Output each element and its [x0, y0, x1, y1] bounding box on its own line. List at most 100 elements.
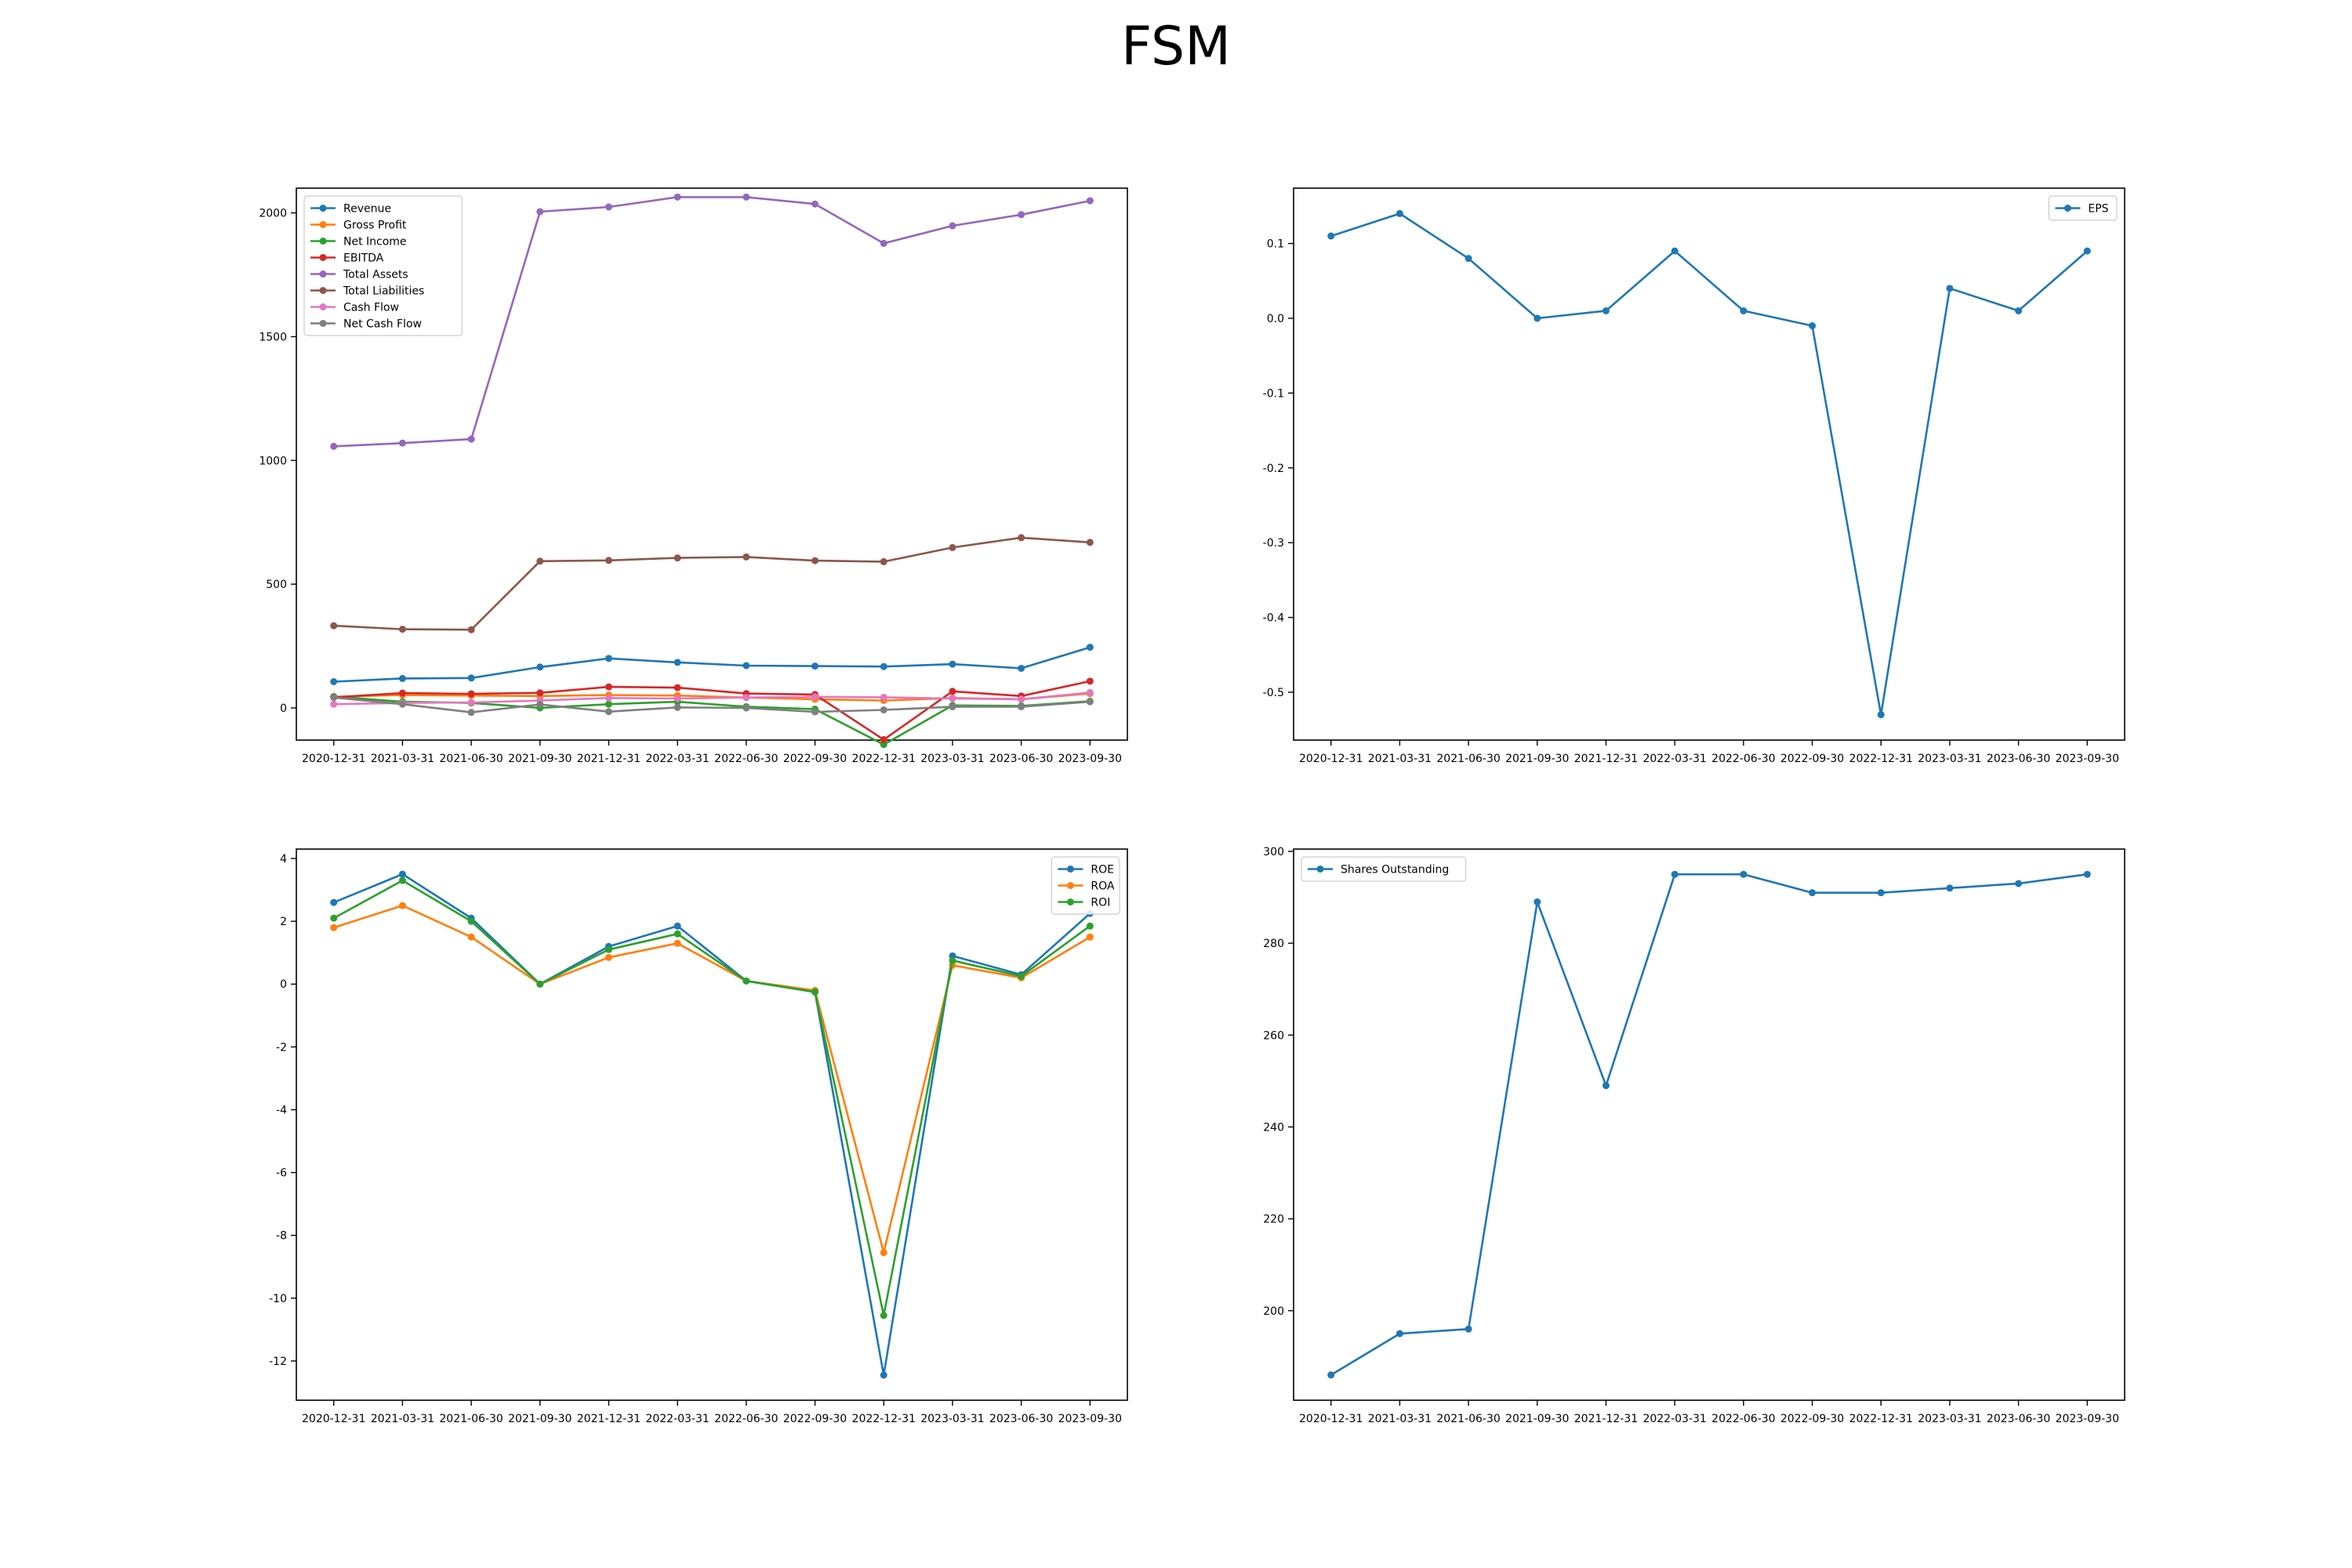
legend: Revenue Gross Profit Net Income EBITDA Total… [303, 195, 463, 336]
series-line [333, 695, 1091, 746]
data-point [673, 695, 681, 702]
x-tick-label: 2023-03-31 [1918, 1413, 1981, 1425]
data-point [398, 902, 406, 909]
series-line [1330, 873, 2088, 1376]
x-tick-label: 2023-06-30 [1987, 1413, 2050, 1425]
data-point [1327, 1371, 1335, 1379]
data-point [604, 683, 612, 691]
data-point [673, 684, 681, 691]
data-point [880, 1371, 887, 1379]
series-line [333, 904, 1091, 1254]
data-point [880, 693, 887, 701]
series-line [333, 536, 1091, 631]
legend-marker [319, 303, 327, 310]
data-point [1465, 255, 1472, 263]
data-point [2083, 870, 2091, 878]
x-tick-label: 2022-12-31 [1849, 753, 1913, 765]
x-tick-label: 2021-12-31 [577, 1413, 641, 1425]
legend: Shares Outstanding [1301, 856, 1467, 882]
legend-label: Net Income [343, 236, 407, 249]
data-point [1534, 898, 1541, 906]
legend-label: ROI [1091, 897, 1110, 909]
subplot-2: 2020-12-31 2021-03-31 2021-06-30 2021-09-30… [1263, 187, 2125, 765]
x-tick-label: 2023-09-30 [2056, 753, 2119, 765]
legend-marker [319, 270, 327, 278]
x-tick-label: 2023-09-30 [2056, 1413, 2119, 1425]
legend-label: Net Cash Flow [343, 318, 422, 331]
data-point [880, 1312, 887, 1319]
x-tick-label: 2021-12-31 [577, 753, 641, 765]
x-tick-label: 2021-06-30 [439, 1413, 503, 1425]
x-tick-label: 2023-03-31 [920, 1413, 984, 1425]
data-point [467, 435, 475, 443]
x-tick-label: 2022-09-30 [783, 753, 847, 765]
y-tick-label: -0.4 [1263, 612, 1284, 625]
y-tick-label: 220 [1263, 1214, 1284, 1226]
data-point [1018, 972, 1025, 980]
data-point [880, 662, 887, 670]
data-point [811, 988, 819, 996]
subplot-1: 2020-12-31 2021-03-31 2021-06-30 2021-09-30… [259, 187, 1128, 765]
legend-marker [319, 320, 327, 327]
axes-frame [296, 848, 1128, 1401]
legend-marker [319, 254, 327, 261]
data-point [1086, 539, 1094, 546]
data-point [1809, 889, 1817, 897]
series-line [333, 646, 1091, 683]
x-tick-label: 2023-06-30 [989, 753, 1053, 765]
data-point [1018, 211, 1025, 219]
data-point [536, 557, 544, 565]
x-tick-label: 2022-03-31 [645, 753, 709, 765]
data-point [1740, 307, 1748, 314]
data-point [1809, 322, 1817, 330]
data-point [673, 703, 681, 711]
legend-label: Shares Outstanding [1341, 864, 1449, 877]
x-tick-label: 2022-12-31 [852, 1413, 916, 1425]
x-tick-label: 2022-12-31 [852, 753, 916, 765]
data-point [880, 735, 887, 743]
x-tick-label: 2022-06-30 [1711, 1413, 1775, 1425]
legend-box [2048, 195, 2118, 221]
data-point [1086, 644, 1094, 652]
series-line [333, 680, 1091, 741]
y-tick-label: -0.3 [1263, 537, 1284, 550]
data-point [742, 553, 750, 561]
x-tick-label: 2021-06-30 [439, 753, 503, 765]
legend-label: EPS [2088, 203, 2108, 216]
x-tick-label: 2022-09-30 [1780, 1413, 1844, 1425]
x-tick-label: 2022-06-30 [714, 1413, 778, 1425]
data-point [330, 700, 338, 708]
data-point [1396, 1330, 1403, 1338]
legend-marker [2063, 205, 2071, 212]
data-point [467, 917, 475, 925]
data-point [949, 222, 956, 230]
x-tick-label: 2020-12-31 [1299, 1413, 1363, 1425]
data-point [330, 677, 338, 685]
data-point [673, 554, 681, 562]
data-point [398, 626, 406, 633]
y-tick-label: 300 [1263, 846, 1284, 858]
legend-label: Total Liabilities [343, 285, 424, 298]
data-point [949, 695, 956, 702]
data-point [880, 557, 887, 565]
data-point [880, 239, 887, 247]
y-tick-label: 200 [1263, 1305, 1284, 1318]
series-line [333, 873, 1091, 1377]
legend-marker [319, 287, 327, 294]
y-tick-label: -2 [276, 1041, 287, 1054]
legend-marker [1316, 866, 1324, 873]
data-point [1602, 1082, 1610, 1090]
data-point [949, 956, 956, 964]
data-point [1086, 688, 1094, 696]
x-tick-label: 2020-12-31 [1299, 753, 1363, 765]
legend-marker [319, 238, 327, 245]
data-point [742, 704, 750, 712]
data-point [880, 741, 887, 749]
y-tick-label: -8 [276, 1230, 287, 1243]
data-point [673, 922, 681, 930]
x-tick-label: 2020-12-31 [302, 1413, 365, 1425]
data-point [536, 980, 544, 988]
x-tick-label: 2023-09-30 [1058, 753, 1122, 765]
data-point [536, 701, 544, 709]
